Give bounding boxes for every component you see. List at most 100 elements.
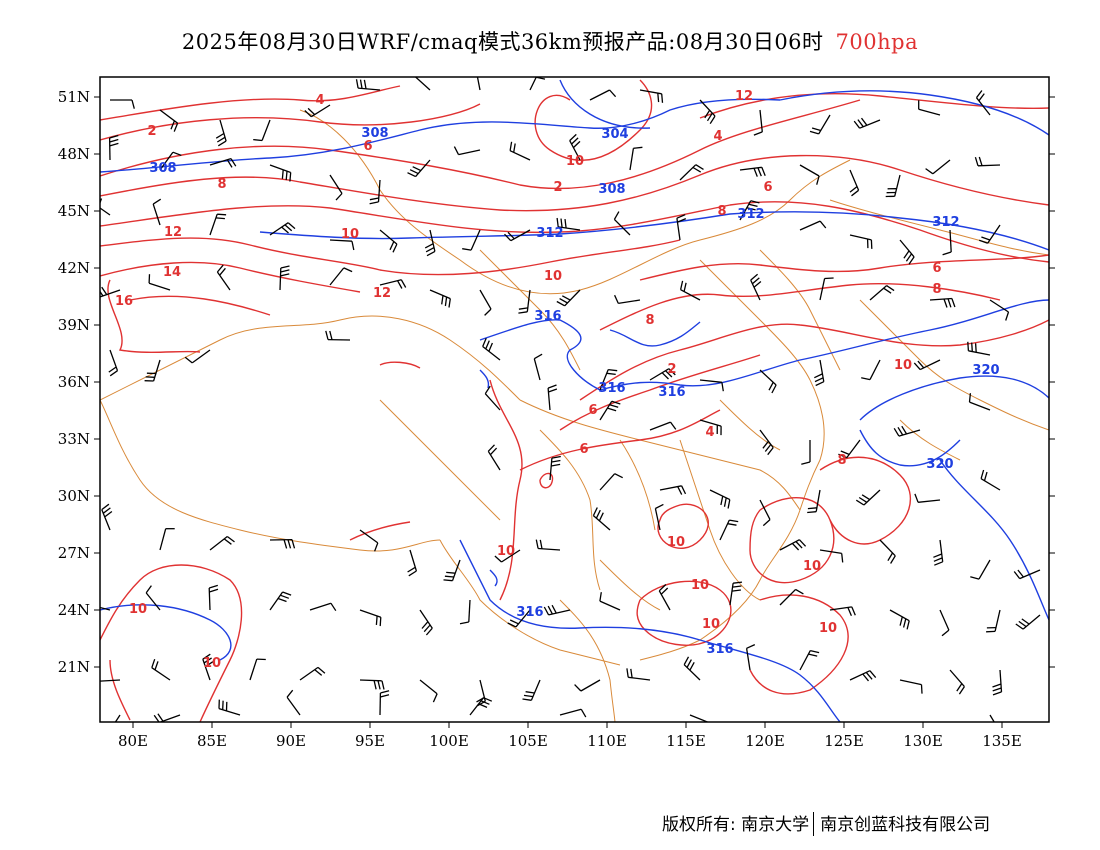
wind-barb — [547, 384, 558, 411]
lon-label: 100E — [429, 732, 469, 750]
temperature-isoline — [749, 594, 849, 695]
temperature-isoline — [579, 319, 1049, 401]
temperature-contour-label: 10 — [544, 269, 562, 284]
wind-barb — [249, 658, 266, 681]
wind-barb — [899, 679, 923, 694]
temperature-contour-label: 8 — [645, 313, 654, 328]
wind-barb — [599, 400, 621, 421]
wind-barb — [683, 656, 701, 681]
contour-labels: 308 304 308 308 312 312 312 316 316 316 316 316 320 3… — [115, 89, 1000, 671]
temperature-contour-label: 10 — [819, 621, 837, 636]
wind-barb — [218, 699, 241, 716]
wind-barb — [556, 217, 581, 231]
wind-barb — [649, 368, 676, 381]
height-contour-label: 308 — [361, 126, 388, 141]
wind-barb — [494, 549, 521, 563]
height-contour-label: 316 — [658, 385, 685, 400]
wind-barb — [359, 679, 385, 690]
wind-barb — [355, 79, 381, 91]
wind-barb — [269, 222, 296, 236]
temperature-contour-label: 16 — [115, 294, 133, 309]
footer-divider — [813, 812, 815, 836]
height-contour-label: 312 — [737, 207, 764, 222]
temperature-contour-label: 10 — [702, 617, 720, 632]
wind-barb — [159, 109, 179, 132]
wind-barb — [518, 289, 531, 314]
wind-barb — [574, 679, 601, 692]
wind-barb — [569, 133, 581, 161]
temperature-isoline — [100, 201, 1049, 263]
temperature-isoline — [100, 154, 1049, 212]
wind-barb — [184, 349, 211, 364]
wind-barb — [849, 670, 877, 682]
wind-barb — [689, 714, 710, 722]
wind-barb — [482, 337, 501, 361]
temperature-contour-label: 8 — [837, 453, 846, 468]
height-isoline — [859, 429, 961, 467]
wind-barb — [522, 679, 541, 701]
temperature-contour-label: 10 — [129, 602, 147, 617]
wind-barb — [153, 713, 181, 722]
wind-barb — [309, 602, 337, 612]
wind-barb — [484, 385, 501, 411]
footer-credit: 版权所有: 南京大学 南京创蓝科技有限公司 — [662, 810, 990, 836]
temperature-contour-label: 8 — [932, 282, 941, 297]
wind-barb — [729, 581, 743, 606]
wind-barb — [269, 591, 292, 611]
wind-barb — [279, 265, 290, 291]
wind-barb — [819, 549, 844, 563]
wind-barb — [709, 489, 731, 509]
wind-barb — [108, 349, 119, 377]
temperature-isoline — [534, 79, 653, 162]
lon-label: 95E — [355, 732, 385, 750]
wind-barb — [589, 89, 617, 101]
temperature-contour-label: 2 — [553, 180, 562, 195]
wind-barb — [885, 174, 901, 198]
wind-barb — [216, 264, 231, 291]
temperature-isoline — [657, 503, 709, 549]
wind-barb — [899, 239, 915, 265]
wind-barb — [889, 609, 910, 630]
wind-barb — [108, 134, 119, 161]
wind-barb — [209, 535, 235, 551]
wind-barb — [145, 585, 161, 611]
wind-barb — [992, 669, 1003, 696]
wind-barb — [759, 429, 774, 456]
wind-barb — [215, 119, 227, 147]
wind-barb — [719, 519, 739, 541]
wind-barb — [202, 653, 214, 681]
height-contour-label: 320 — [972, 363, 999, 378]
height-contour-label: 320 — [926, 457, 953, 472]
wind-barb — [462, 229, 481, 251]
lon-label: 135E — [982, 732, 1022, 750]
wind-barb — [613, 211, 631, 236]
wind-barb — [559, 708, 587, 718]
wind-barb — [814, 359, 825, 387]
axis-ticks — [94, 96, 1055, 728]
lat-label: 39N — [58, 316, 90, 334]
wind-barb — [599, 473, 623, 491]
height-isoline — [939, 459, 1049, 621]
wind-barb — [1015, 614, 1041, 630]
wind-barb — [659, 485, 687, 495]
wind-barb — [101, 503, 113, 531]
wind-barb — [459, 599, 471, 625]
wind-barb — [269, 538, 296, 549]
temperature-isoline — [349, 521, 411, 541]
pressure-level: 700hpa — [835, 30, 919, 54]
wind-barb — [325, 330, 351, 341]
company-name: 南京创蓝科技有限公司 — [820, 815, 991, 835]
wind-barb — [942, 229, 952, 256]
height-contour-label: 304 — [601, 127, 628, 142]
wind-barb — [739, 200, 760, 221]
height-isoline — [489, 569, 498, 587]
height-contour-label: 316 — [534, 309, 561, 324]
lon-label: 80E — [118, 732, 148, 750]
wind-barb — [304, 104, 331, 118]
wind-barb — [159, 151, 182, 171]
temperature-contours — [100, 79, 1049, 722]
wind-barb — [424, 229, 436, 257]
temperature-contour-label: 4 — [713, 129, 722, 144]
wind-barb — [592, 507, 611, 531]
height-contour-label: 316 — [598, 381, 625, 396]
